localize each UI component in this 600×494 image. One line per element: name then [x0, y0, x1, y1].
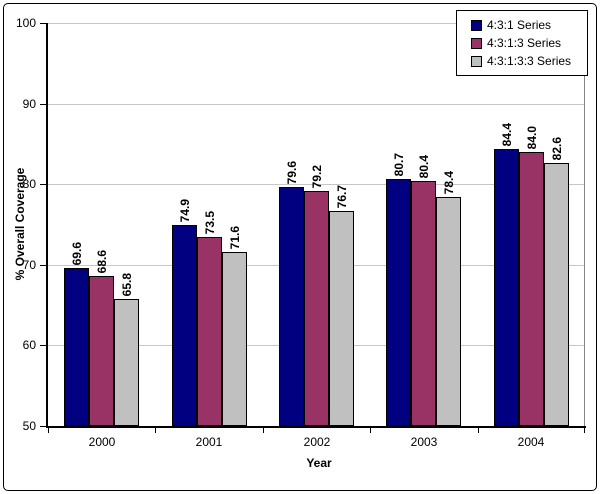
y-axis-tick	[40, 104, 46, 105]
x-axis-tick	[370, 428, 371, 433]
plot-area: 50 60 70 80 90 100 2000 2001 2002 2003 2004 69.6 68.…	[16, 16, 586, 449]
bar	[197, 237, 222, 426]
gridline	[48, 184, 585, 185]
legend-label: 4:3:1:3 Series	[487, 36, 562, 50]
x-axis-category-label: 2004	[517, 435, 545, 449]
x-axis-category-label: 2001	[195, 435, 223, 449]
x-axis-category-label: 2000	[88, 435, 116, 449]
x-axis-tick	[584, 428, 585, 433]
y-axis-tick-label: 70	[22, 258, 36, 272]
x-axis-tick	[155, 428, 156, 433]
bar-data-label: 82.6	[550, 136, 564, 160]
x-axis-line	[46, 426, 586, 428]
legend-swatch-icon	[471, 37, 482, 49]
y-axis-tick-label: 100	[15, 16, 36, 30]
y-axis-line	[46, 23, 48, 428]
gridline	[48, 104, 585, 105]
y-axis-tick	[40, 265, 46, 266]
y-axis-tick	[40, 345, 46, 346]
bar-data-label: 68.6	[95, 249, 109, 273]
bar	[64, 268, 89, 426]
bar	[114, 299, 139, 426]
bar-data-label: 71.6	[228, 225, 242, 249]
y-axis-tick	[40, 23, 46, 24]
y-axis-tick-label: 60	[22, 338, 36, 352]
bar-data-label: 80.7	[392, 152, 406, 176]
legend-label: 4:3:1 Series	[487, 18, 552, 32]
y-axis-title: % Overall Coverage	[13, 167, 27, 281]
chart-frame: 50 60 70 80 90 100 2000 2001 2002 2003 2004 69.6 68.…	[3, 3, 597, 491]
bar	[279, 187, 304, 426]
x-axis-tick	[478, 428, 479, 433]
legend-item: 4:3:1 Series	[471, 16, 583, 34]
x-axis-tick	[48, 428, 49, 433]
y-axis-tick-label: 80	[22, 177, 36, 191]
bar-data-label: 80.4	[417, 154, 431, 178]
bar	[222, 252, 247, 426]
plot-right-border	[584, 23, 585, 426]
y-axis-tick-label: 50	[22, 419, 36, 433]
bar	[172, 225, 197, 426]
gridline	[48, 23, 585, 24]
bar-data-label: 79.6	[285, 160, 299, 184]
bar	[304, 191, 329, 426]
bar	[436, 197, 461, 426]
bar	[544, 163, 569, 426]
y-axis-tick	[40, 184, 46, 185]
legend-swatch-icon	[471, 19, 482, 31]
bar-data-label: 78.4	[442, 170, 456, 194]
bar	[494, 149, 519, 426]
bar	[329, 211, 354, 426]
x-axis-title: Year	[306, 456, 332, 470]
bar-data-label: 65.8	[120, 272, 134, 296]
bar	[386, 179, 411, 426]
y-axis-tick	[40, 426, 46, 427]
bar-data-label: 73.5	[203, 210, 217, 234]
x-axis-tick	[263, 428, 264, 433]
x-axis-category-label: 2002	[303, 435, 331, 449]
bar-data-label: 84.4	[500, 122, 514, 146]
bar	[89, 276, 114, 426]
bar-data-label: 79.2	[310, 164, 324, 188]
legend: 4:3:1 Series 4:3:1:3 Series 4:3:1:3:3 Seri…	[456, 10, 588, 76]
bar-data-label: 76.7	[335, 184, 349, 208]
bar-data-label: 74.9	[178, 198, 192, 222]
bar-data-label: 84.0	[525, 125, 539, 149]
y-axis-tick-label: 90	[22, 97, 36, 111]
legend-label: 4:3:1:3:3 Series	[487, 54, 572, 68]
bar-data-label: 69.6	[70, 241, 84, 265]
legend-swatch-icon	[471, 55, 482, 67]
bar	[519, 152, 544, 426]
legend-item: 4:3:1:3:3 Series	[471, 52, 583, 70]
x-axis-category-label: 2003	[410, 435, 438, 449]
legend-item: 4:3:1:3 Series	[471, 34, 583, 52]
bar	[411, 181, 436, 426]
